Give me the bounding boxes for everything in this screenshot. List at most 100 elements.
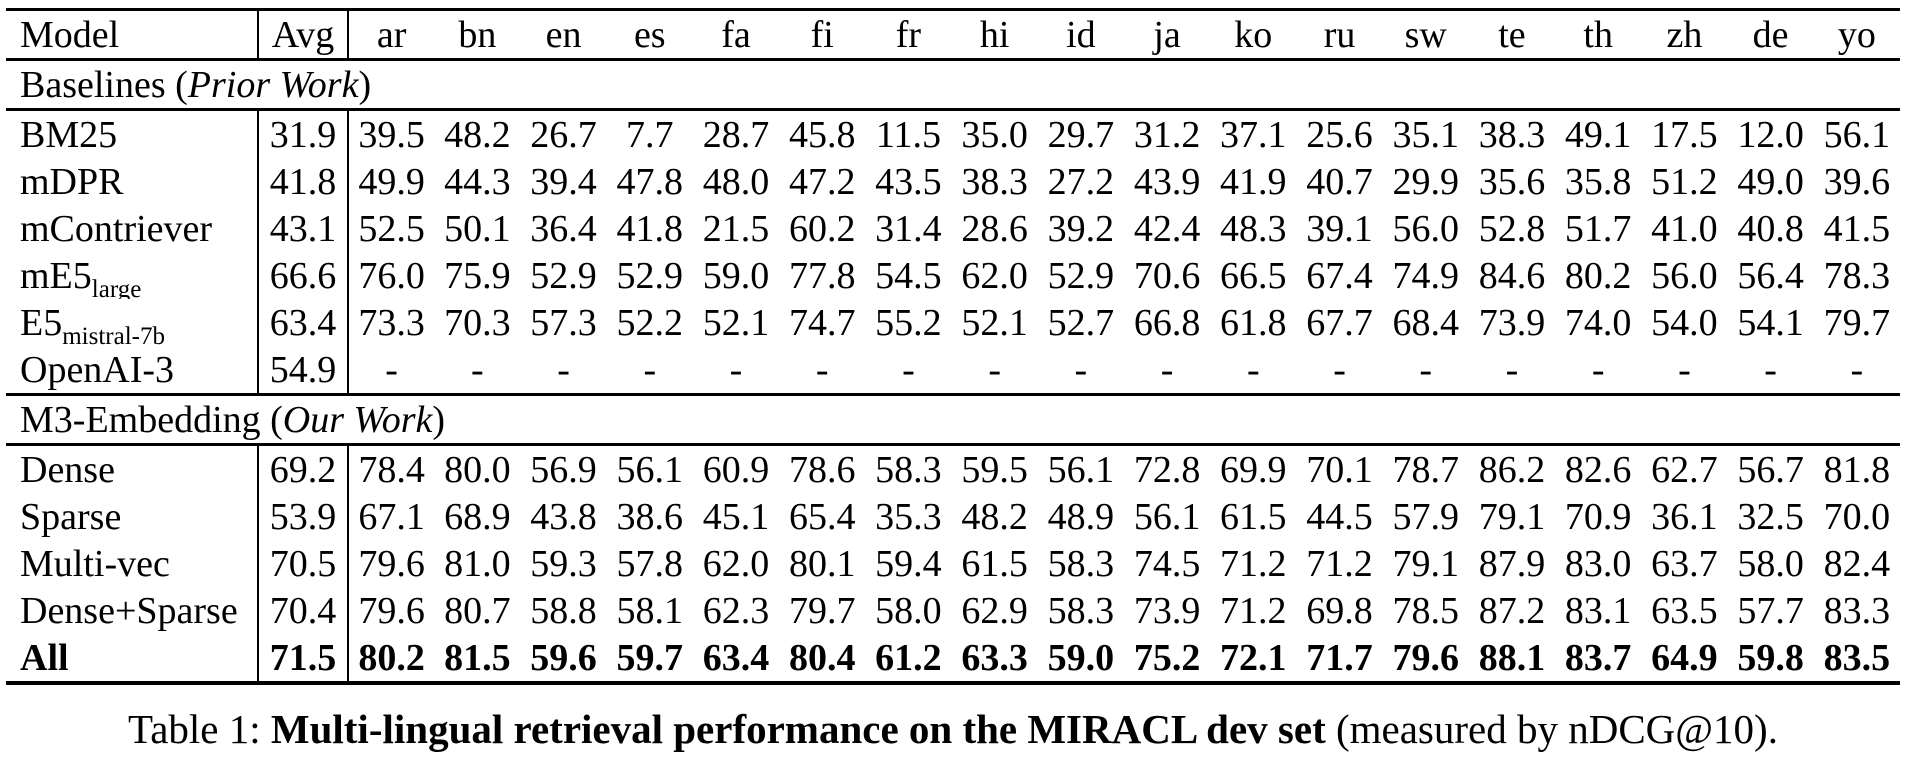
value-cell-fi: 80.4: [788, 636, 856, 679]
section-row: Baselines (Prior Work): [6, 59, 1900, 110]
value-cell-th: 51.7: [1564, 207, 1632, 250]
avg-cell: 70.4: [258, 587, 349, 634]
header-cell-de: de: [1752, 13, 1789, 56]
value-cell-yo: 83.5: [1823, 636, 1891, 679]
value-cell-ru: 71.7: [1306, 636, 1373, 679]
model-cell: mE5large: [6, 252, 259, 299]
value-cell-yo: 70.0: [1823, 495, 1891, 538]
value-cell-ko: 66.5: [1220, 254, 1287, 297]
value-cell-fr: 58.0: [875, 589, 942, 632]
header-cell-fi: fi: [810, 13, 834, 56]
value-cell-th: 80.2: [1564, 254, 1632, 297]
value-cell-te: 52.8: [1478, 207, 1546, 250]
table-header: Model Avg ar bn en es fa fi fr hi id ja ko ru sw te th zh…: [6, 9, 1900, 60]
table-row: OpenAI-3 54.9- - - - - - - - - - - - - - - - - -: [6, 346, 1900, 395]
value-cell-zh: -: [1678, 348, 1691, 391]
value-cell-sw: 79.6: [1392, 636, 1459, 679]
value-cell-es: 57.8: [616, 542, 684, 585]
value-cell-yo: -: [1850, 348, 1864, 391]
caption-bold-text: Multi-lingual retrieval performance on t…: [270, 706, 1326, 752]
value-cell-id: 59.0: [1047, 636, 1115, 679]
value-cell-sw: 29.9: [1392, 160, 1459, 203]
header-cell-hi: hi: [979, 13, 1010, 56]
value-cell-en: 57.3: [530, 301, 597, 344]
value-cell-en: 52.9: [530, 254, 597, 297]
value-cell-fr: 61.2: [875, 636, 942, 679]
model-cell: OpenAI-3: [6, 346, 259, 395]
value-cell-fi: 78.6: [788, 448, 856, 491]
value-cell-bn: 68.9: [444, 495, 511, 538]
table-caption: Table 1: Multi-lingual retrieval perform…: [0, 705, 1906, 753]
value-cell-ar: -: [385, 348, 398, 391]
value-cell-hi: -: [988, 348, 1001, 391]
value-cell-hi: 61.5: [961, 542, 1028, 585]
value-cell-bn: 81.0: [444, 542, 511, 585]
value-cell-ru: 25.6: [1306, 113, 1373, 156]
value-cell-es: 59.7: [616, 636, 684, 679]
value-cell-bn: 80.0: [444, 448, 511, 491]
value-cell-fi: 65.4: [788, 495, 856, 538]
value-cell-yo: 39.6: [1823, 160, 1891, 203]
value-cell-ko: 69.9: [1220, 448, 1287, 491]
value-cell-fi: 79.7: [788, 589, 856, 632]
value-cell-id: -: [1074, 348, 1088, 391]
table-row: Dense+Sparse 70.4 79.6 80.7 58.8 58.1 62.3 79.7…: [6, 587, 1900, 634]
value-cell-yo: 41.5: [1823, 207, 1891, 250]
table-row: mDPR 41.8 49.9 44.3 39.4 47.8 48.0 47.2 43.5 38.3…: [6, 158, 1900, 205]
model-cell: mContriever: [6, 205, 259, 252]
table-row: mE5large 66.6 76.0 75.9 52.9 52.9 59.0 77.8 54.5…: [6, 252, 1900, 299]
value-cell-te: 87.2: [1478, 589, 1546, 632]
value-cell-en: 39.4: [530, 160, 597, 203]
value-cell-ja: 66.8: [1133, 301, 1201, 344]
value-cell-es: 58.1: [616, 589, 684, 632]
value-cell-ar: 76.0: [358, 254, 425, 297]
value-cell-ko: 48.3: [1220, 207, 1287, 250]
value-cell-th: 35.8: [1564, 160, 1632, 203]
value-cell-fi: -: [815, 348, 829, 391]
value-cell-ar: 49.9: [358, 160, 425, 203]
value-cell-ru: 39.1: [1306, 207, 1373, 250]
value-cell-yo: 82.4: [1823, 542, 1891, 585]
value-cell-zh: 17.5: [1651, 113, 1718, 156]
header-cell-model: Model: [6, 9, 259, 60]
table-container: Model Avg ar bn en es fa fi fr hi id ja ko ru sw te th zh…: [6, 8, 1900, 685]
value-cell-hi: 48.2: [961, 495, 1028, 538]
value-cell-en: 36.4: [530, 207, 597, 250]
value-cell-id: 58.3: [1047, 542, 1115, 585]
value-cell-fi: 60.2: [788, 207, 856, 250]
value-cell-de: 56.7: [1737, 448, 1804, 491]
value-cell-yo: 56.1: [1823, 113, 1891, 156]
section-row: M3-Embedding (Our Work): [6, 394, 1900, 445]
avg-cell: 41.8: [258, 158, 349, 205]
header-cell-sw: sw: [1404, 13, 1447, 56]
value-cell-te: 79.1: [1478, 495, 1546, 538]
avg-cell: 63.4: [258, 299, 349, 346]
value-cell-te: 84.6: [1478, 254, 1546, 297]
value-cell-bn: 50.1: [444, 207, 511, 250]
model-subscript: mistral-7b: [62, 322, 165, 347]
avg-cell: 70.5: [258, 540, 349, 587]
model-cell: All: [6, 634, 259, 683]
value-cell-hi: 35.0: [961, 113, 1028, 156]
value-cell-fr: 31.4: [875, 207, 942, 250]
value-cell-zh: 54.0: [1651, 301, 1718, 344]
value-cell-id: 52.7: [1047, 301, 1115, 344]
value-cell-ja: 72.8: [1133, 448, 1201, 491]
value-cell-zh: 63.7: [1651, 542, 1718, 585]
value-cell-sw: 79.1: [1392, 542, 1459, 585]
model-cell: Dense: [6, 444, 259, 493]
value-cell-es: 41.8: [616, 207, 684, 250]
value-cell-en: 56.9: [530, 448, 597, 491]
value-cell-te: 86.2: [1478, 448, 1546, 491]
value-cell-fa: 21.5: [702, 207, 770, 250]
value-cell-fa: 52.1: [702, 301, 770, 344]
value-cell-th: -: [1591, 348, 1605, 391]
value-cell-te: 87.9: [1478, 542, 1546, 585]
value-cell-ru: -: [1333, 348, 1346, 391]
value-cell-de: 58.0: [1737, 542, 1804, 585]
value-cell-fa: 48.0: [702, 160, 770, 203]
value-cell-th: 49.1: [1564, 113, 1632, 156]
model-cell: mDPR: [6, 158, 259, 205]
header-cell-yo: yo: [1837, 13, 1876, 56]
value-cell-te: 88.1: [1478, 636, 1546, 679]
